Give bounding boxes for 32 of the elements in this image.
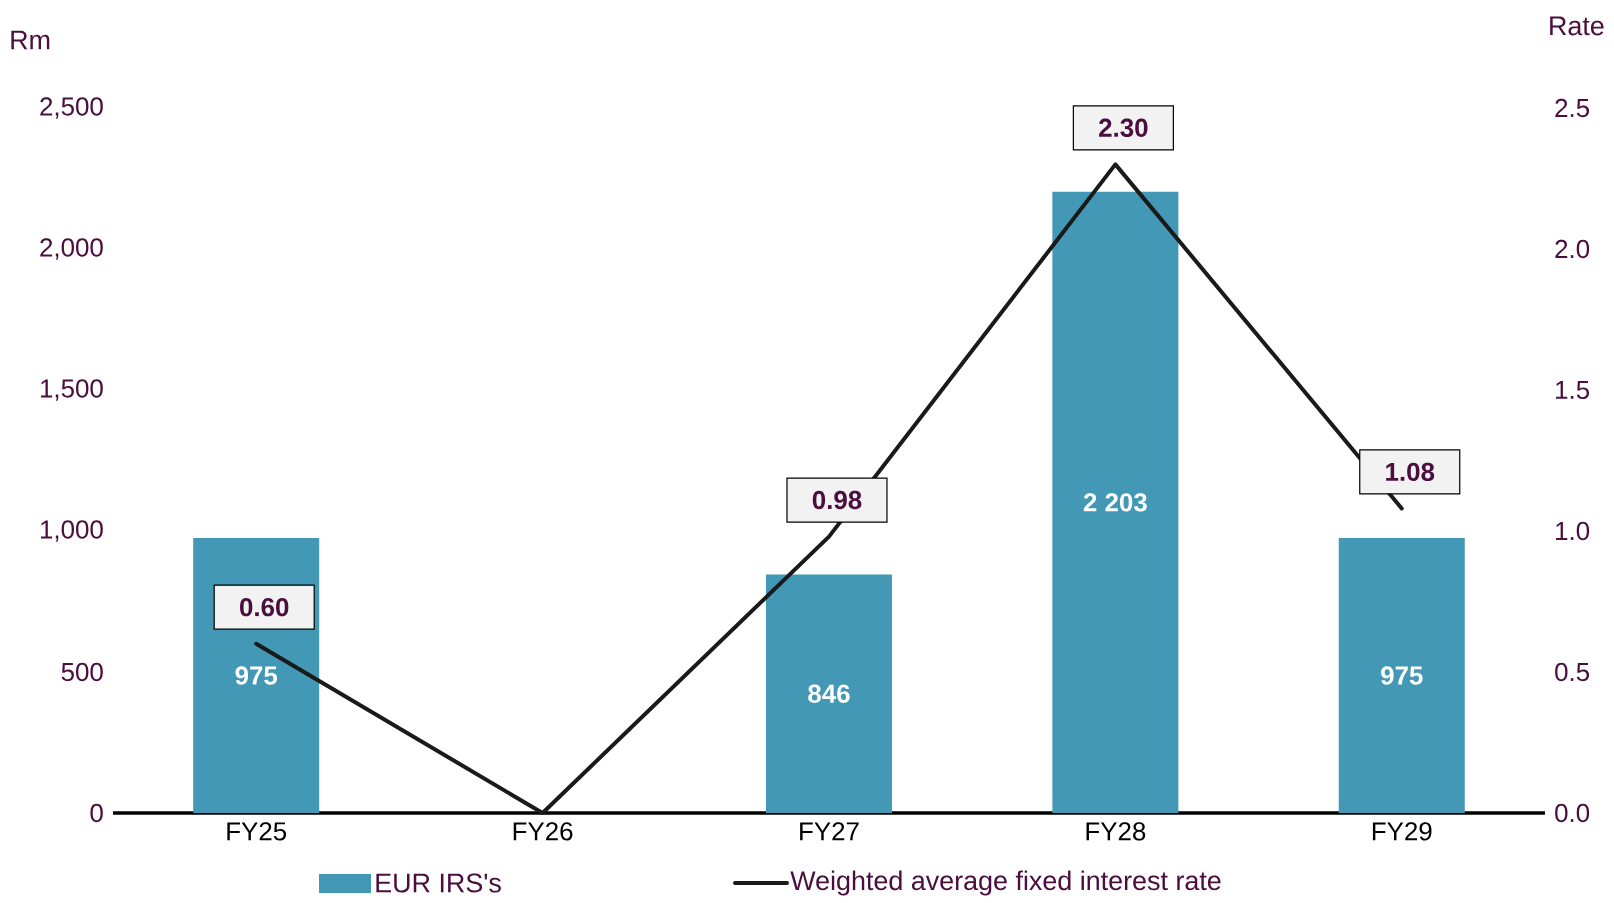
data-label: 846 bbox=[808, 684, 850, 703]
x-tick-label: FY28 bbox=[1086, 822, 1146, 841]
data-label: 975 bbox=[1381, 666, 1423, 685]
y-axis-title: Rm bbox=[11, 30, 50, 50]
data-label: 0.98 bbox=[812, 490, 862, 510]
y2-tick-label: 0.0 bbox=[1555, 803, 1590, 823]
y2-tick-label: 0.5 bbox=[1555, 662, 1590, 682]
legend-label: Weighted average fixed interest rate bbox=[790, 870, 1221, 896]
data-label: 975 bbox=[235, 666, 278, 685]
data-label: 2 203 bbox=[1083, 493, 1147, 512]
x-tick-label: FY26 bbox=[513, 822, 573, 841]
y-tick-label: 500 bbox=[61, 662, 103, 682]
y2-tick-label: 1.5 bbox=[1556, 380, 1590, 400]
y-tick-label: 1,500 bbox=[40, 379, 103, 401]
y2-tick-label: 2.5 bbox=[1555, 98, 1590, 118]
x-tick-label: FY27 bbox=[800, 822, 859, 841]
x-tick-label: FY29 bbox=[1372, 822, 1432, 841]
y-tick-label: 2,000 bbox=[40, 238, 103, 260]
data-label: 1.08 bbox=[1386, 462, 1435, 481]
y2-tick-label: 1.0 bbox=[1556, 521, 1590, 541]
y2-axis-title: Rate bbox=[1550, 16, 1604, 36]
data-label: 0.60 bbox=[240, 598, 289, 617]
y-tick-label: 0 bbox=[90, 803, 103, 823]
bar bbox=[1052, 191, 1179, 813]
x-tick-label: FY25 bbox=[227, 822, 287, 841]
y-tick-label: 1,000 bbox=[40, 520, 103, 542]
bar bbox=[1338, 538, 1465, 813]
y-tick-label: 2,500 bbox=[40, 97, 103, 119]
data-label: 2.30 bbox=[1099, 118, 1148, 137]
bar bbox=[765, 574, 892, 813]
legend-label: EUR IRS's bbox=[376, 873, 501, 893]
y2-tick-label: 2.0 bbox=[1555, 239, 1590, 259]
